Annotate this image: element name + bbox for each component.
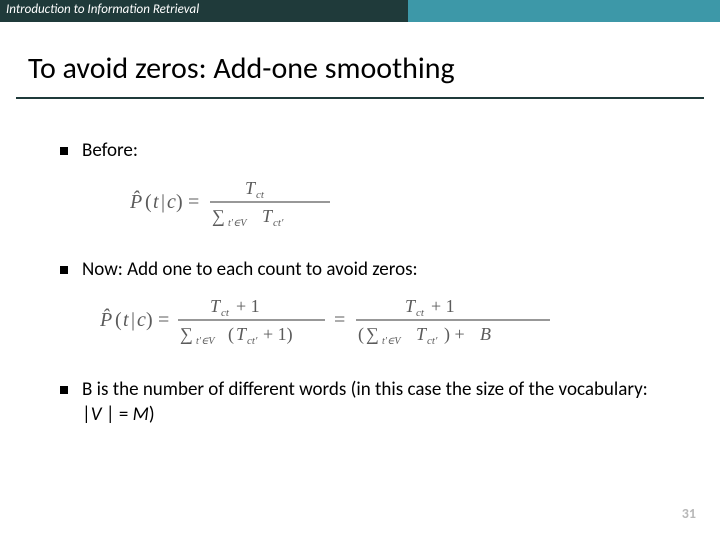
formula-now: P̂ ( t | c ) = T ct + 1 ∑ t′∈V ( T ct′ +…: [100, 296, 670, 350]
header-accent: [408, 0, 720, 22]
svg-text:c: c: [167, 191, 176, 213]
bullet-icon: [60, 266, 68, 274]
svg-text:=: =: [188, 191, 199, 213]
svg-text:t: t: [153, 191, 159, 213]
text-span: ): [149, 403, 155, 426]
svg-text:) +: ) +: [444, 324, 465, 345]
svg-text:ct′: ct′: [247, 335, 258, 347]
bullet-text: B is the number of different words (in t…: [82, 378, 670, 427]
page-number: 31: [682, 505, 696, 522]
svg-text:(: (: [145, 191, 152, 213]
bullet-icon: [60, 386, 68, 394]
svg-text:P̂: P̂: [130, 189, 142, 212]
slide-title: To avoid zeros: Add-one smoothing: [28, 50, 720, 87]
svg-text:+ 1: + 1: [236, 296, 260, 316]
svg-text:P̂: P̂: [100, 308, 112, 331]
svg-text:t′∈V: t′∈V: [196, 336, 216, 347]
svg-text:ct: ct: [221, 307, 230, 319]
svg-text:t′∈V: t′∈V: [382, 336, 402, 347]
svg-text:=: =: [158, 309, 169, 331]
svg-text:∑: ∑: [212, 206, 225, 226]
svg-text:c: c: [137, 309, 146, 331]
svg-text:ct: ct: [416, 307, 425, 319]
bullet-item: B is the number of different words (in t…: [60, 378, 670, 427]
text-span-italic: V: [91, 403, 106, 426]
text-span: B is the number of different words (in t…: [82, 378, 648, 426]
svg-text:(: (: [358, 324, 364, 345]
bullet-text: Now: Add one to each count to avoid zero…: [82, 258, 418, 283]
bullet-text: Before:: [82, 139, 138, 164]
svg-text:t′∈V: t′∈V: [228, 218, 248, 229]
bullet-icon: [60, 147, 68, 155]
svg-text:): ): [146, 309, 153, 331]
slide-content: Before: P̂ ( t | c ) = T ct ∑ t′∈V T ct′: [0, 99, 720, 428]
svg-text:ct′: ct′: [273, 217, 284, 229]
svg-text:=: =: [334, 309, 345, 331]
svg-text:(: (: [228, 324, 234, 345]
course-title: Introduction to Information Retrieval: [0, 0, 408, 22]
svg-text:ct′: ct′: [427, 335, 438, 347]
svg-text:B: B: [480, 324, 491, 344]
svg-text:ct: ct: [256, 189, 265, 201]
svg-text:+ 1: + 1: [431, 296, 455, 316]
svg-text:∑: ∑: [180, 324, 193, 344]
text-span-italic: M: [133, 403, 149, 426]
svg-text:): ): [176, 191, 183, 213]
svg-text:|: |: [131, 309, 135, 331]
svg-text:|: |: [161, 191, 165, 213]
svg-text:(: (: [115, 309, 122, 331]
svg-text:t: t: [123, 309, 129, 331]
header-bar: Introduction to Information Retrieval: [0, 0, 720, 22]
svg-text:∑: ∑: [366, 324, 379, 344]
bullet-item: Now: Add one to each count to avoid zero…: [60, 258, 670, 283]
text-span: | =: [106, 403, 133, 426]
svg-text:+ 1): + 1): [263, 324, 293, 345]
formula-before: P̂ ( t | c ) = T ct ∑ t′∈V T ct′: [130, 178, 670, 230]
bullet-item: Before:: [60, 139, 670, 164]
